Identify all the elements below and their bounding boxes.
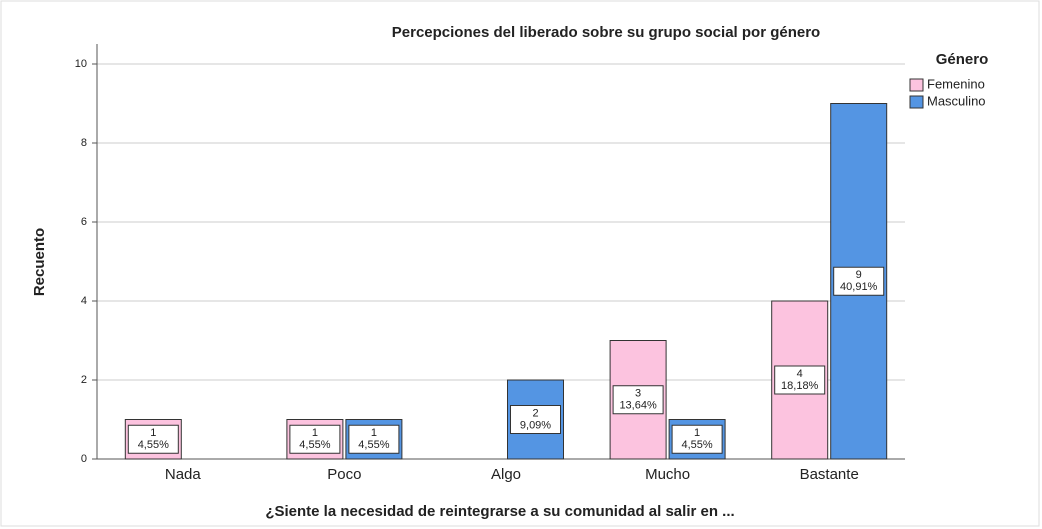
- chart-title: Percepciones del liberado sobre su grupo…: [392, 24, 820, 41]
- x-tick-label: Poco: [327, 466, 361, 483]
- x-tick-label: Nada: [165, 466, 202, 483]
- data-label-box: [612, 385, 664, 415]
- data-label: 1: [312, 427, 318, 439]
- y-tick-label: 6: [81, 216, 87, 228]
- data-label-percent: 9,09%: [520, 419, 551, 431]
- data-label-percent: 13,64%: [619, 400, 657, 412]
- y-tick-label: 10: [75, 58, 87, 70]
- legend-label: Femenino: [927, 76, 985, 91]
- data-label-percent: 4,55%: [358, 439, 389, 451]
- data-label-box: [289, 424, 341, 454]
- x-axis-label: ¿Siente la necesidad de reintegrarse a s…: [265, 503, 734, 520]
- data-label-box: [127, 424, 179, 454]
- legend-label: Masculino: [927, 93, 986, 108]
- data-label-percent: 18,18%: [781, 380, 819, 392]
- data-label-percent: 4,55%: [138, 439, 169, 451]
- y-tick-label: 8: [81, 137, 87, 149]
- data-label-box: [833, 266, 885, 296]
- y-axis-label: Recuento: [31, 228, 48, 296]
- data-label: 1: [150, 427, 156, 439]
- y-tick-label: 2: [81, 374, 87, 386]
- data-label: 4: [797, 368, 803, 380]
- data-label-percent: 4,55%: [299, 439, 330, 451]
- data-label: 3: [635, 388, 641, 400]
- y-tick-label: 4: [81, 295, 87, 307]
- legend-title: Género: [936, 51, 989, 68]
- x-tick-label: Mucho: [645, 466, 690, 483]
- y-tick-label: 0: [81, 453, 87, 465]
- legend-swatch: [909, 78, 924, 92]
- legend-swatch: [909, 95, 924, 109]
- data-label: 1: [371, 427, 377, 439]
- data-label: 2: [532, 407, 538, 419]
- data-label-percent: 40,91%: [840, 281, 878, 293]
- data-label-box: [510, 405, 561, 434]
- data-label-percent: 4,55%: [681, 439, 712, 451]
- data-label: 1: [694, 427, 700, 439]
- x-tick-label: Algo: [491, 466, 521, 483]
- data-label-box: [774, 365, 826, 395]
- data-label: 9: [856, 269, 862, 281]
- data-label-box: [348, 424, 400, 454]
- data-label-box: [671, 424, 723, 454]
- x-tick-label: Bastante: [800, 466, 859, 483]
